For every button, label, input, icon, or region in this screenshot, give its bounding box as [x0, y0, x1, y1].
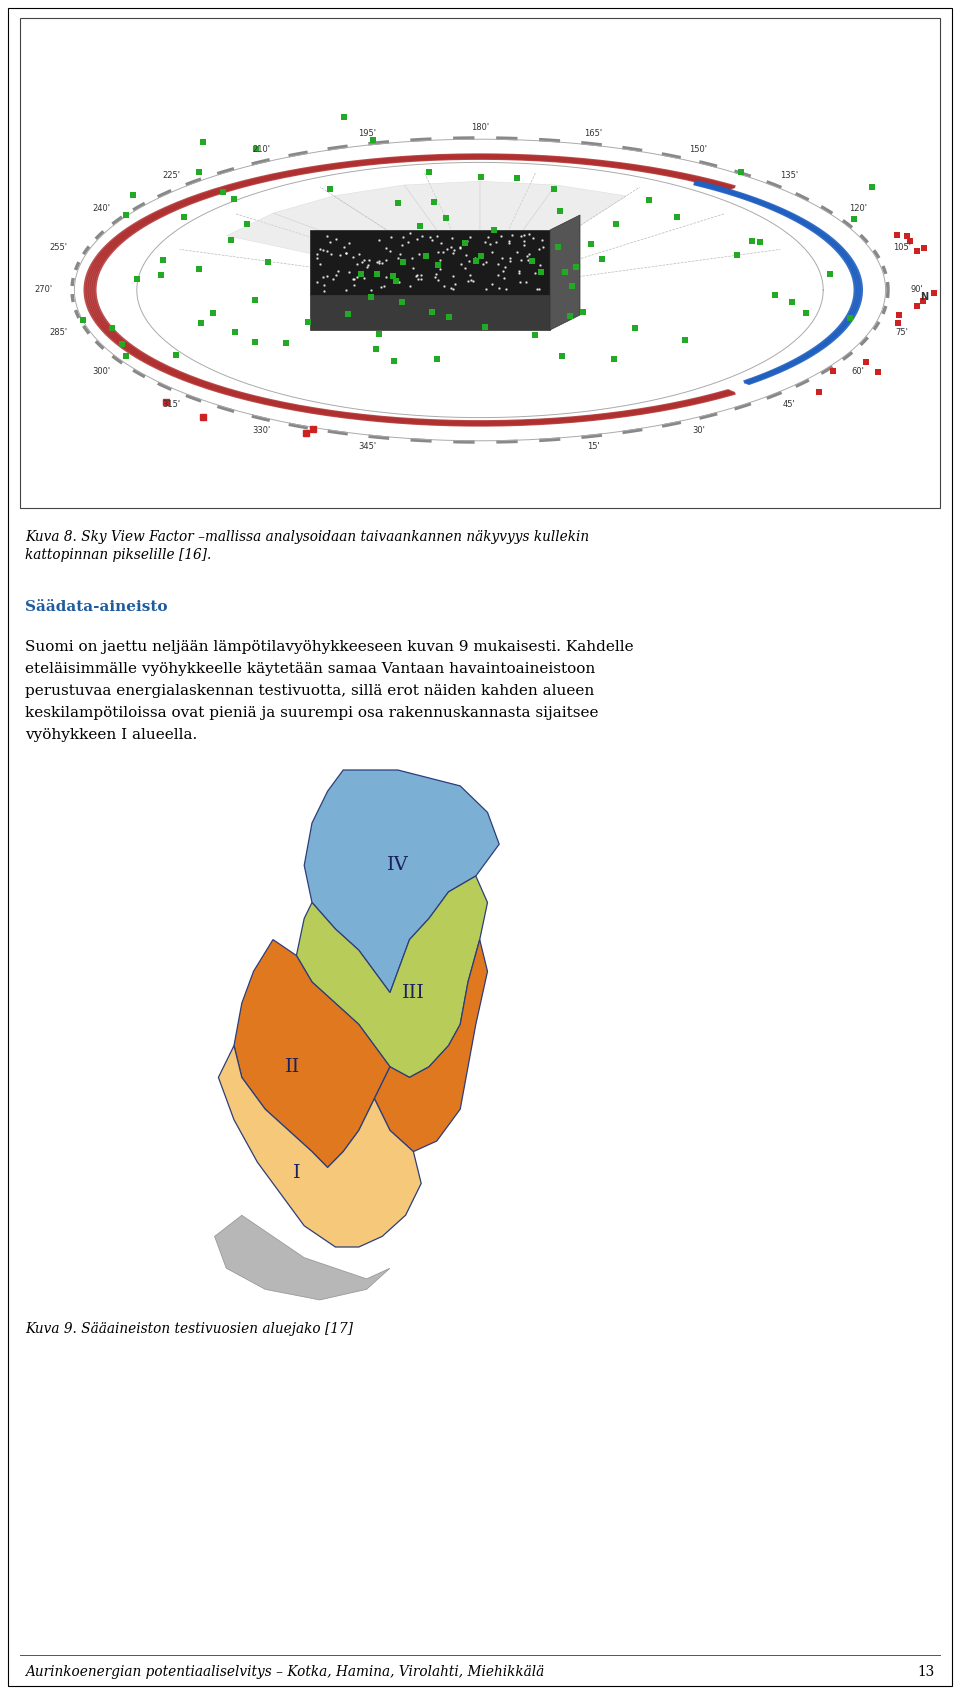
Text: 150': 150' [689, 146, 708, 154]
Text: Kuva 9. Sääaineiston testivuosien aluejako [17]: Kuva 9. Sääaineiston testivuosien alueja… [25, 1321, 353, 1337]
Text: 120': 120' [850, 205, 867, 213]
Text: 195': 195' [358, 129, 376, 137]
Text: 240': 240' [93, 205, 110, 213]
Text: 105': 105' [893, 244, 911, 252]
Bar [20, 19, 940, 508]
Text: N: N [921, 293, 928, 302]
Text: Suomi on jaettu neljään lämpötilavyöhykkeeseen kuvan 9 mukaisesti. Kahdelle: Suomi on jaettu neljään lämpötilavyöhykk… [25, 640, 634, 654]
Text: 180': 180' [471, 124, 489, 132]
Polygon shape [274, 197, 441, 269]
Polygon shape [480, 181, 556, 263]
Text: 165': 165' [584, 129, 602, 137]
Text: vyöhykkeen I alueella.: vyöhykkeen I alueella. [25, 728, 197, 742]
Text: 75': 75' [896, 327, 908, 337]
Text: perustuvaa energialaskennan testivuotta, sillä erot näiden kahden alueen: perustuvaa energialaskennan testivuotta,… [25, 684, 594, 698]
Text: 60': 60' [852, 366, 865, 376]
Polygon shape [500, 185, 626, 264]
Polygon shape [334, 185, 460, 264]
Polygon shape [297, 876, 488, 1077]
Polygon shape [404, 181, 480, 263]
Text: 345': 345' [358, 442, 376, 451]
Text: 135': 135' [780, 171, 798, 180]
Text: III: III [402, 984, 425, 1001]
Polygon shape [310, 230, 550, 295]
Text: 30': 30' [692, 427, 705, 435]
Text: 315': 315' [162, 400, 180, 410]
Text: 225': 225' [162, 171, 180, 180]
Text: keskilampötiloissa ovat pieniä ja suurempi osa rakennuskannasta sijaitsee: keskilampötiloissa ovat pieniä ja suurem… [25, 706, 598, 720]
Text: II: II [285, 1057, 300, 1076]
Text: 300': 300' [93, 366, 110, 376]
Text: 90': 90' [910, 286, 924, 295]
Polygon shape [374, 940, 488, 1152]
Text: Aurinkoenergian potentiaaliselvitys – Kotka, Hamina, Virolahti, Miehikkälä: Aurinkoenergian potentiaaliselvitys – Ko… [25, 1665, 544, 1679]
Polygon shape [550, 215, 580, 330]
Polygon shape [227, 213, 425, 276]
Text: 255': 255' [49, 244, 67, 252]
Text: 270': 270' [35, 286, 52, 295]
Polygon shape [219, 1045, 421, 1247]
Text: eteläisimmälle vyöhykkeelle käytetään samaa Vantaan havaintoaineistoon: eteläisimmälle vyöhykkeelle käytetään sa… [25, 662, 595, 676]
Text: Kuva 8. Sky View Factor –mallissa analysoidaan taivaankannen näkyvyys kullekin
k: Kuva 8. Sky View Factor –mallissa analys… [25, 530, 589, 562]
Text: 13: 13 [918, 1665, 935, 1679]
Text: 45': 45' [782, 400, 795, 410]
Polygon shape [310, 295, 550, 330]
Text: 285': 285' [49, 327, 67, 337]
Polygon shape [214, 1215, 390, 1299]
Text: I: I [293, 1164, 300, 1182]
Polygon shape [304, 771, 499, 993]
Text: 210': 210' [252, 146, 271, 154]
Text: IV: IV [387, 857, 409, 874]
Text: 15': 15' [587, 442, 599, 451]
Text: Säädata-aineisto: Säädata-aineisto [25, 600, 167, 613]
Polygon shape [234, 940, 390, 1167]
Text: 330': 330' [252, 427, 271, 435]
